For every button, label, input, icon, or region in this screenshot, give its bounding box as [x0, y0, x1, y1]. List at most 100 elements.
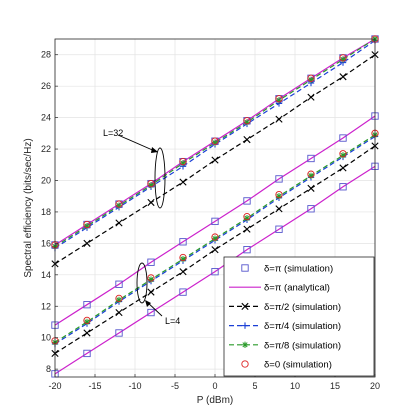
- star-marker: [179, 159, 187, 167]
- x-tick-label: 10: [290, 381, 300, 391]
- y-tick-label: 28: [41, 50, 51, 60]
- series-square-L4: [51, 112, 379, 329]
- x-marker: [147, 288, 155, 296]
- circle-marker: [147, 274, 155, 282]
- x-marker: [307, 93, 315, 101]
- square-marker: [243, 197, 251, 205]
- x-marker: [339, 73, 347, 81]
- legend-label: δ=0 (simulation): [264, 360, 332, 371]
- y-tick-label: 18: [41, 207, 51, 217]
- square-marker: [339, 134, 347, 142]
- plus-marker: [241, 322, 249, 329]
- square-marker: [241, 264, 249, 272]
- series-layer: [51, 35, 379, 378]
- legend-item-pi8_sim: δ=π/8 (simulation): [229, 340, 341, 351]
- x-tick-label: -5: [171, 381, 179, 391]
- circle-marker: [179, 157, 187, 166]
- x-tick-label: 15: [330, 381, 340, 391]
- circle-marker: [307, 74, 315, 82]
- x-marker: [179, 178, 187, 186]
- annotation-l4-arrowhead: [145, 300, 151, 307]
- annotation-l32-text: L=32: [103, 128, 123, 138]
- circle-marker: [115, 294, 123, 303]
- annotation-l32-arrow: [117, 134, 158, 153]
- x-tick-label: 0: [212, 381, 217, 391]
- y-tick-label: 24: [41, 113, 51, 123]
- circle-marker: [147, 179, 155, 188]
- legend-label: δ=π (simulation): [264, 264, 333, 275]
- y-tick-label: 22: [41, 144, 51, 154]
- circle-marker: [243, 117, 251, 125]
- star-marker: [147, 182, 155, 189]
- x-marker: [83, 239, 91, 247]
- square-marker: [147, 308, 155, 317]
- legend-label: δ=π/2 (simulation): [264, 302, 341, 313]
- series-solid-L4: [54, 115, 376, 326]
- square-marker: [211, 217, 219, 226]
- annotation-l32: L=32: [103, 128, 166, 209]
- x-marker: [147, 198, 155, 207]
- legend-box: [223, 256, 375, 377]
- y-tick-label: 8: [46, 364, 51, 374]
- series-dashed-x-L32: [51, 51, 379, 268]
- circle-marker: [241, 360, 249, 368]
- series-circle-L4: [51, 129, 379, 345]
- legend-item-pi_ana: δ=π (analytical): [229, 283, 330, 294]
- annotation-l32-ellipse: [154, 147, 166, 209]
- star-marker: [211, 139, 219, 146]
- star-marker: [115, 202, 123, 209]
- x-axis-label: P (dBm): [197, 395, 234, 406]
- x-marker: [243, 225, 251, 233]
- series-line: [54, 115, 376, 326]
- legend-item-pi_sim: δ=π (simulation): [241, 264, 333, 275]
- annotation-l32-arrowhead: [151, 147, 158, 153]
- x-marker: [275, 115, 283, 123]
- legend-items: δ=π (simulation) δ=π (analytical) δ=π/2 (s…: [229, 264, 341, 371]
- annotation-l4-text: L=4: [165, 316, 180, 326]
- annotation-l4: L=4: [136, 262, 180, 326]
- x-tick-label: -10: [128, 381, 141, 391]
- star-marker: [83, 222, 91, 230]
- square-marker: [179, 288, 187, 296]
- y-tick-label: 26: [41, 81, 51, 91]
- annotation-l4-ellipse: [136, 262, 148, 304]
- square-marker: [275, 175, 283, 183]
- tick-labels: -20 -15 -10 -5 0 5 10 15 20 8 10 12 14 16 18 20 22 24 26 28: [41, 50, 380, 391]
- legend-item-pi2_sim: δ=π/2 (simulation): [229, 302, 341, 313]
- star-marker: [241, 341, 249, 348]
- x-marker: [179, 268, 187, 276]
- x-marker: [211, 156, 219, 164]
- circle-marker: [179, 253, 187, 262]
- square-marker: [339, 183, 347, 191]
- y-tick-label: 16: [41, 238, 51, 248]
- x-marker: [115, 219, 123, 227]
- star-marker: [179, 255, 187, 263]
- circle-marker: [275, 95, 283, 103]
- circle-marker: [211, 137, 219, 145]
- x-marker: [339, 164, 347, 172]
- legend-item-pi4_sim: δ=π/4 (simulation): [229, 321, 341, 332]
- star-marker: [211, 235, 219, 242]
- square-marker: [115, 329, 123, 337]
- y-tick-label: 14: [41, 270, 51, 280]
- y-tick-label: 12: [41, 301, 51, 311]
- star-marker: [243, 119, 251, 126]
- x-marker: [307, 184, 315, 192]
- circle-marker: [83, 316, 91, 325]
- x-tick-label: 20: [370, 381, 380, 391]
- legend-label: δ=π/4 (simulation): [264, 321, 341, 332]
- circle-marker: [275, 190, 283, 199]
- y-axis-label: Spectral efficiency (bits/sec/Hz): [23, 138, 34, 277]
- square-marker: [147, 258, 155, 266]
- x-marker: [83, 329, 91, 337]
- legend-label: δ=π/8 (simulation): [264, 340, 341, 351]
- x-marker: [241, 302, 249, 310]
- series-line: [54, 165, 376, 375]
- legend-label: δ=π (analytical): [264, 283, 330, 294]
- series-solid-L4: [54, 165, 376, 375]
- square-marker: [83, 301, 91, 309]
- x-marker: [115, 308, 123, 317]
- circle-marker: [115, 200, 123, 208]
- x-tick-label: 5: [252, 381, 257, 391]
